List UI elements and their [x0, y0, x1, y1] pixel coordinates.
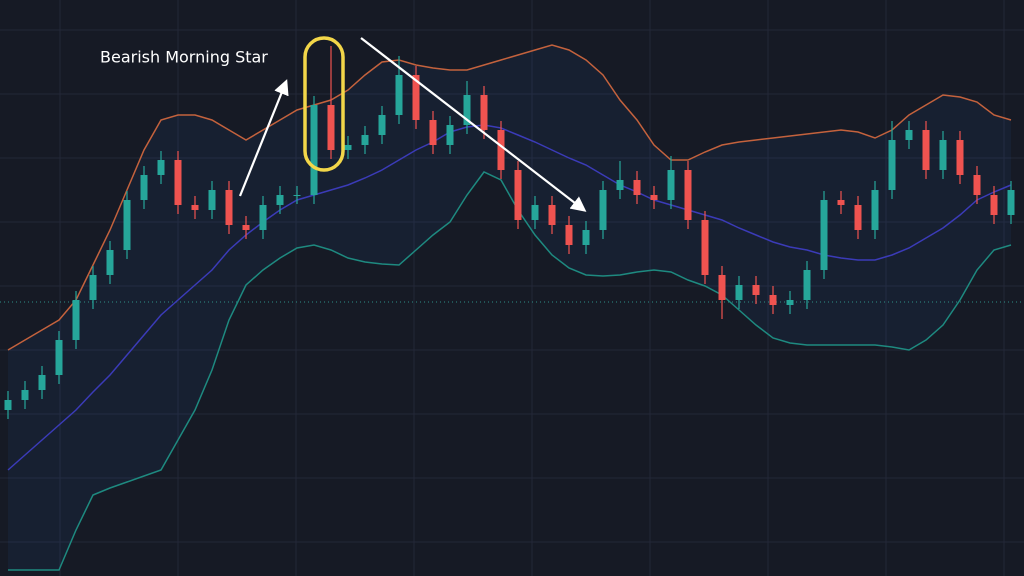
candle-body — [599, 190, 607, 230]
down-arrow — [360, 37, 587, 212]
candle-body — [38, 375, 46, 390]
candle-body — [888, 140, 896, 190]
candle-body — [718, 275, 726, 300]
candle-body — [480, 95, 488, 130]
band-line — [7, 44, 1012, 351]
band-fill — [8, 45, 1011, 570]
candle-body — [395, 75, 403, 115]
candle-body — [21, 390, 29, 400]
candle-body — [157, 160, 165, 175]
candle-body — [446, 125, 454, 145]
candle-body — [752, 285, 760, 295]
candle-body — [803, 270, 811, 300]
candle-body — [55, 340, 63, 375]
candle-body — [905, 130, 913, 140]
candle-body — [667, 170, 675, 200]
candle-body — [293, 195, 301, 196]
candle-body — [174, 160, 182, 205]
candle-body — [514, 170, 522, 220]
candle-body — [429, 120, 437, 145]
candle-body — [89, 275, 97, 300]
candle-body — [837, 200, 845, 205]
candle-body — [412, 75, 420, 120]
candle-body — [378, 115, 386, 135]
candle-body — [582, 230, 590, 245]
candle-body — [497, 130, 505, 170]
candle-body — [327, 105, 335, 150]
candle-body — [531, 205, 539, 220]
up-arrow — [238, 79, 289, 197]
candle-body — [1007, 190, 1015, 215]
candle-body — [4, 400, 12, 410]
annotation: Bearish Morning Star — [100, 48, 268, 67]
candle-body — [242, 225, 250, 230]
candle-body — [259, 205, 267, 230]
highlight-ellipse — [303, 36, 345, 172]
candle-body — [208, 190, 216, 210]
candle-body — [871, 190, 879, 230]
candle-body — [650, 195, 658, 200]
candle-body — [701, 220, 709, 275]
candle-body — [191, 205, 199, 210]
candle-body — [565, 225, 573, 245]
plot-area — [0, 44, 1024, 571]
candle-body — [225, 190, 233, 225]
candle-body — [854, 205, 862, 230]
candle-body — [990, 195, 998, 215]
candle-body — [956, 140, 964, 175]
candle-body — [72, 300, 80, 340]
candle-body — [820, 200, 828, 270]
candle-body — [140, 175, 148, 200]
candle-body — [939, 140, 947, 170]
candle-body — [735, 285, 743, 300]
candle-body — [344, 145, 352, 150]
candle-body — [769, 295, 777, 305]
candle-body — [786, 300, 794, 305]
candle-body — [463, 95, 471, 125]
candle-body — [616, 180, 624, 190]
candle-body — [310, 105, 318, 195]
candle-body — [276, 195, 284, 205]
candle-body — [633, 180, 641, 195]
candle-body — [684, 170, 692, 220]
band-line — [7, 124, 1012, 471]
candle-body — [361, 135, 369, 145]
candle-body — [123, 200, 131, 250]
candle-body — [106, 250, 114, 275]
candle-body — [973, 175, 981, 195]
band-line — [8, 171, 1012, 571]
candle-body — [548, 205, 556, 225]
candle-body — [922, 130, 930, 170]
